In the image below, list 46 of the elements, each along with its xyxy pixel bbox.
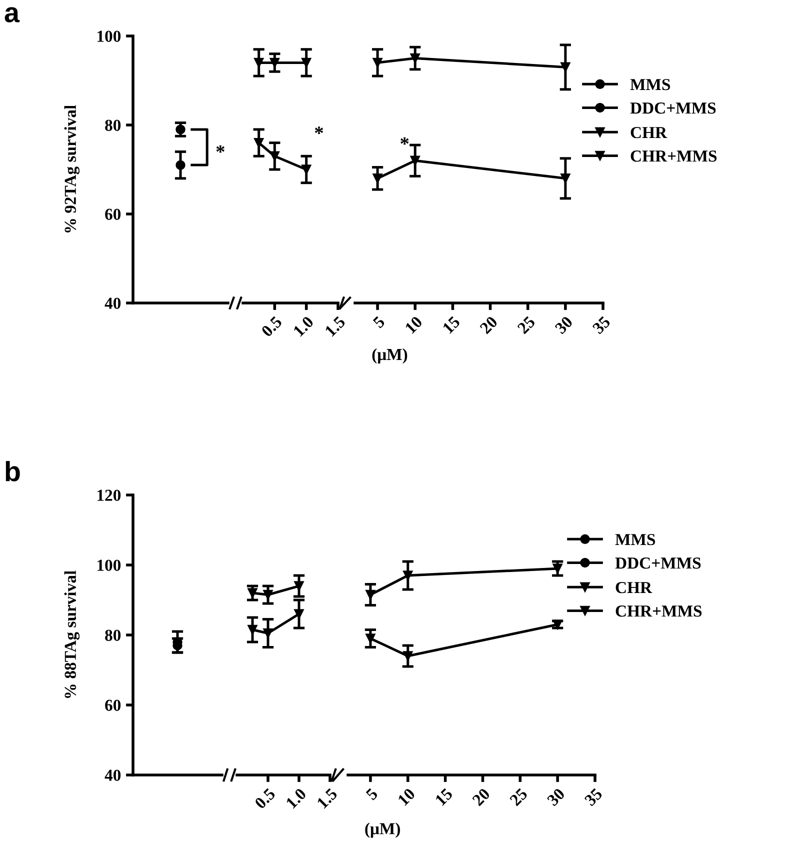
x-tick-label: 10	[397, 788, 416, 806]
legend-label: MMS	[630, 78, 670, 90]
x-tick-label: 25	[509, 788, 528, 806]
x-tick-label: 10	[404, 316, 423, 334]
x-tick-label: 20	[479, 316, 498, 334]
x-axis-title: (μM)	[372, 348, 408, 364]
x-tick-label: 5	[372, 316, 386, 329]
legend-label: CHR+MMS	[616, 606, 702, 617]
x-axis-title: (μM)	[365, 822, 400, 838]
y-tick-label: 100	[98, 560, 121, 571]
y-tick-label: 80	[105, 120, 121, 131]
y-axis-title: % 88TAg survival	[64, 570, 80, 698]
x-tick-label: 1.0	[286, 788, 307, 809]
x-tick-label: 0.5	[254, 788, 276, 810]
annotation: *	[400, 137, 409, 145]
legend-label: CHR+MMS	[630, 150, 717, 162]
x-tick-label: 30	[546, 788, 566, 806]
y-tick-label: 120	[98, 490, 121, 501]
x-tick-label: 35	[592, 316, 611, 334]
x-tick-label: 20	[472, 788, 491, 806]
x-tick-label: 30	[554, 316, 574, 334]
legend-label: CHR	[616, 582, 652, 594]
legend-label: MMS	[615, 534, 656, 546]
y-tick-label: 40	[104, 770, 121, 781]
y-tick-label: 40	[104, 298, 121, 309]
legend-label: DDC+MMS	[630, 102, 716, 114]
x-tick-label: 35	[584, 788, 603, 806]
annotation: *	[216, 145, 224, 153]
chart-title: a	[4, 7, 20, 22]
x-tick-label: 15	[442, 316, 461, 334]
annotation: *	[314, 126, 324, 134]
y-tick-label: 80	[105, 630, 121, 641]
x-tick-label: 25	[516, 316, 536, 334]
x-tick-label: 1.5	[324, 316, 346, 337]
y-tick-label: 100	[98, 30, 121, 42]
x-tick-label: 5	[365, 788, 378, 801]
x-tick-label: 15	[434, 788, 454, 806]
legend-label: DDC+MMS	[615, 558, 701, 569]
y-axis-title: % 92TAg survival	[64, 105, 80, 232]
chart-title: b	[6, 461, 20, 482]
y-tick-label: 60	[105, 208, 121, 220]
x-tick-label: 1.5	[316, 788, 338, 809]
legend-label: CHR	[630, 126, 668, 138]
x-tick-label: 0.5	[260, 316, 283, 338]
x-tick-label: 1.0	[292, 316, 314, 337]
y-tick-label: 60	[105, 700, 121, 711]
